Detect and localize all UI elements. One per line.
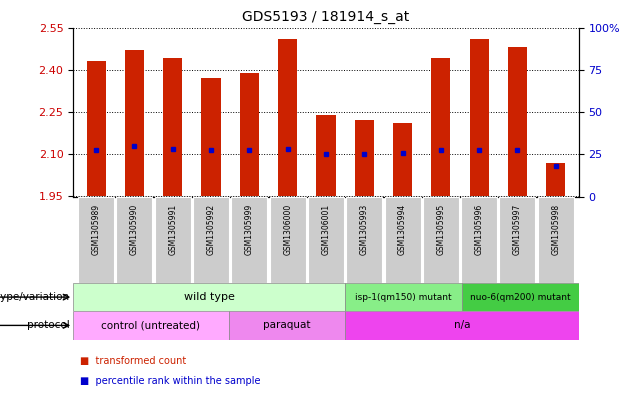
Text: n/a: n/a: [454, 320, 471, 331]
Bar: [508, 47, 527, 196]
Text: nuo-6(qm200) mutant: nuo-6(qm200) mutant: [470, 293, 570, 301]
Bar: [546, 163, 565, 196]
Bar: [240, 73, 259, 196]
Bar: [431, 59, 450, 196]
Text: GSM1305999: GSM1305999: [245, 204, 254, 255]
Text: GSM1305989: GSM1305989: [92, 204, 100, 255]
Text: ■  percentile rank within the sample: ■ percentile rank within the sample: [80, 376, 260, 386]
Bar: [469, 39, 488, 197]
Text: protocol: protocol: [27, 320, 70, 331]
Bar: [73, 283, 345, 311]
Text: GSM1306001: GSM1306001: [321, 204, 331, 255]
Text: ■  transformed count: ■ transformed count: [80, 356, 186, 366]
Text: GSM1305996: GSM1305996: [474, 204, 483, 255]
Bar: [385, 196, 420, 283]
Bar: [270, 196, 306, 283]
Text: GSM1305992: GSM1305992: [207, 204, 216, 255]
Bar: [308, 196, 344, 283]
Text: paraquat: paraquat: [263, 320, 311, 331]
Bar: [193, 196, 229, 283]
Text: GSM1305993: GSM1305993: [360, 204, 369, 255]
Bar: [499, 196, 536, 283]
Bar: [278, 39, 297, 197]
Bar: [345, 283, 462, 311]
Bar: [229, 311, 345, 340]
Text: GSM1305991: GSM1305991: [169, 204, 177, 255]
Bar: [116, 196, 153, 283]
Bar: [86, 61, 106, 196]
Bar: [393, 123, 412, 196]
Bar: [78, 196, 114, 283]
Text: GSM1306000: GSM1306000: [283, 204, 292, 255]
Text: GSM1305998: GSM1305998: [551, 204, 560, 255]
Bar: [423, 196, 459, 283]
Bar: [316, 115, 336, 196]
Text: genotype/variation: genotype/variation: [0, 292, 70, 302]
Text: GSM1305995: GSM1305995: [436, 204, 445, 255]
Bar: [125, 50, 144, 196]
Bar: [163, 59, 183, 196]
Bar: [73, 311, 229, 340]
Bar: [355, 120, 374, 196]
Bar: [345, 311, 579, 340]
Text: GSM1305997: GSM1305997: [513, 204, 522, 255]
Bar: [461, 196, 497, 283]
Bar: [462, 283, 579, 311]
Text: isp-1(qm150) mutant: isp-1(qm150) mutant: [356, 293, 452, 301]
Title: GDS5193 / 181914_s_at: GDS5193 / 181914_s_at: [242, 10, 410, 24]
Bar: [202, 78, 221, 196]
Text: GSM1305994: GSM1305994: [398, 204, 407, 255]
Text: control (untreated): control (untreated): [101, 320, 200, 331]
Text: wild type: wild type: [184, 292, 235, 302]
Bar: [155, 196, 191, 283]
Text: GSM1305990: GSM1305990: [130, 204, 139, 255]
Bar: [346, 196, 382, 283]
Bar: [232, 196, 267, 283]
Bar: [538, 196, 574, 283]
